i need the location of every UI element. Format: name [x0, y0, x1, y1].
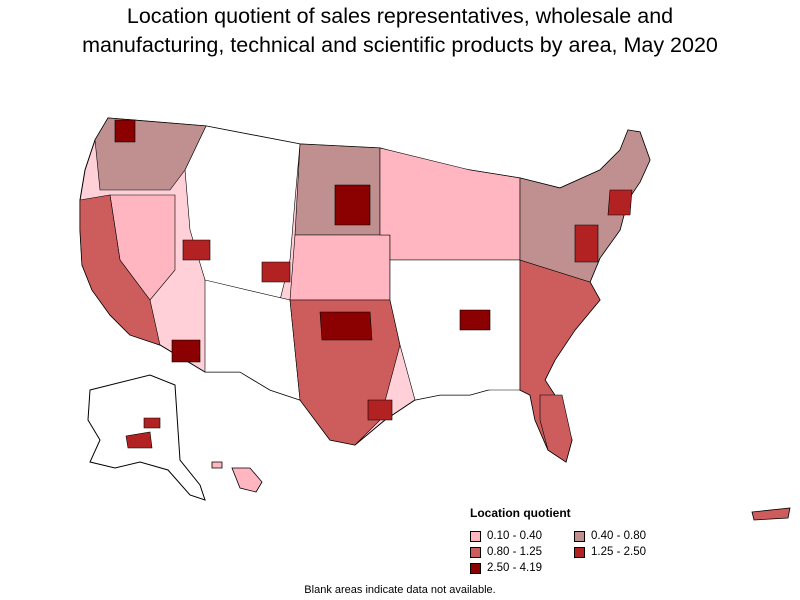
utah-hot [182, 239, 211, 261]
legend-label: 2.50 - 4.19 [487, 562, 542, 574]
legend-item: 2.50 - 4.19 [470, 561, 574, 575]
legend-label: 1.25 - 2.50 [591, 546, 646, 558]
colorado-hot [261, 261, 291, 283]
legend-swatch [574, 546, 585, 558]
midwest-region [379, 147, 521, 261]
legend-title: Location quotient [470, 506, 571, 520]
legend-swatch [574, 530, 585, 542]
mid-atlantic-hot [574, 224, 599, 263]
plains-middle [289, 234, 391, 301]
seattle-hot [114, 119, 136, 143]
map-title: Location quotient of sales representativ… [0, 2, 800, 60]
legend-item: 0.10 - 0.40 [470, 529, 574, 543]
legend-swatch [470, 546, 481, 558]
new-england-hot [607, 189, 633, 216]
legend-item: 0.40 - 0.80 [574, 529, 684, 543]
map-title-line-2: manufacturing, technical and scientific … [82, 33, 718, 57]
houston-hot [367, 399, 393, 421]
hawaii-small-island [211, 461, 223, 469]
legend-swatch [470, 530, 481, 542]
legend-label: 0.40 - 0.80 [591, 530, 646, 542]
legend-label: 0.80 - 1.25 [487, 546, 542, 558]
map-title-line-1: Location quotient of sales representativ… [126, 4, 674, 28]
fairbanks-region [143, 417, 161, 429]
puerto-rico [751, 507, 791, 521]
dakota-hot [334, 184, 371, 226]
legend-item: 1.25 - 2.50 [574, 545, 684, 559]
hawaii-islands [231, 467, 263, 493]
legend-item: 0.80 - 1.25 [470, 545, 574, 559]
oklahoma-hot [319, 311, 373, 341]
legend-grid: 0.10 - 0.40 0.40 - 0.80 0.80 - 1.25 1.25 - … [470, 529, 700, 575]
florida-region [539, 394, 573, 463]
anchorage-region [125, 431, 153, 449]
tennessee-hot [459, 309, 491, 331]
california-coast [79, 194, 161, 346]
northeast-region [519, 129, 651, 283]
legend-swatch [470, 562, 481, 574]
phoenix-hot [171, 339, 201, 363]
legend-label: 0.10 - 0.40 [487, 530, 542, 542]
blank-areas-note: Blank areas indicate data not available. [304, 584, 496, 596]
legend: Location quotient 0.10 - 0.40 0.40 - 0.80… [470, 506, 700, 575]
south-central [389, 259, 521, 401]
